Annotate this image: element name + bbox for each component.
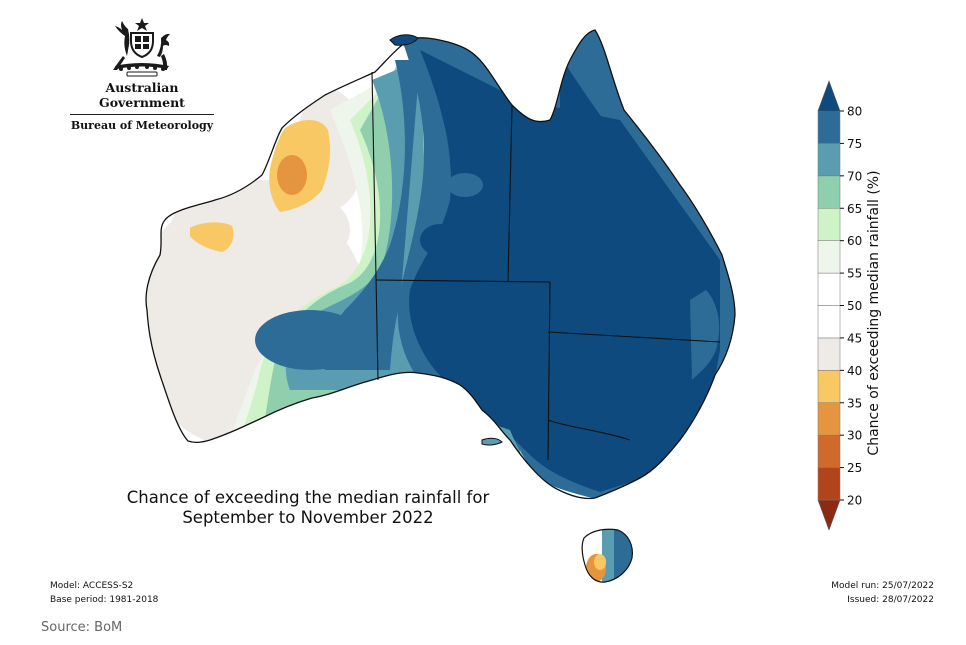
melville-island [389,34,419,46]
coat-of-arms-icon [113,18,170,77]
model-run-date: Model run: 25/07/2022 [831,581,934,591]
australia-coastline [145,29,736,500]
colorbar-bin [817,175,841,209]
government-logo: Australian Government Bureau of Meteorol… [62,16,222,132]
map-title: Chance of exceeding the median rainfall … [100,488,516,528]
colorbar-tick-label: 80 [847,105,862,119]
issued-date: Issued: 28/07/2022 [847,595,934,605]
colorbar-tick-label: 35 [847,396,862,410]
colorbar-bin [817,434,841,468]
colorbar-tick-label: 70 [847,169,862,183]
colorbar: 20 25 30 35 40 45 50 55 60 65 70 75 80 [817,80,862,531]
tasmania-shading [582,529,633,583]
colorbar-tick-label: 25 [847,461,862,475]
government-name: Australian Government [99,80,185,110]
bureau-name: Bureau of Meteorology [70,119,214,132]
forecast-shading [146,30,735,499]
colorbar-bin [817,110,841,144]
colorbar-title: Chance of exceeding median rainfall (%) [862,158,886,468]
colorbar-tick-label: 45 [847,331,862,345]
colorbar-tick-label: 20 [847,494,862,508]
map-title-line-1: Chance of exceeding the median rainfall … [126,488,490,507]
colorbar-title-text: Chance of exceeding median rainfall (%) [866,170,882,456]
colorbar-bin [817,467,841,501]
colorbar-tick-label: 65 [847,202,862,216]
colorbar-tick-label: 50 [847,299,862,313]
colorbar-extend-high [817,80,841,112]
colorbar-bin [817,305,841,339]
colorbar-tick-label: 75 [847,137,862,151]
colorbar-bin [817,370,841,404]
model-info: Model: ACCESS-S2 Base period: 1981-2018 [50,579,158,607]
colorbar-tick-label: 30 [847,429,862,443]
run-info: Model run: 25/07/2022 Issued: 28/07/2022 [831,579,934,607]
kangaroo-island [481,437,503,446]
model-name: Model: ACCESS-S2 [50,581,134,591]
colorbar-bin [817,240,841,274]
colorbar-bin [817,143,841,177]
colorbar-bin [817,272,841,306]
colorbar-tick-label: 40 [847,364,862,378]
colorbar-bin [817,208,841,241]
source-caption: Source: BoM [41,620,123,635]
tasmania-coastline [581,528,633,583]
map-title-line-2: September to November 2022 [182,508,434,527]
colorbar-bin [817,402,841,436]
logo-divider [70,114,214,115]
colorbar-tick-label: 60 [847,234,862,248]
state-borders [371,71,721,461]
colorbar-tick-label: 55 [847,267,862,281]
colorbar-bin [817,337,841,371]
colorbar-extend-low [817,499,841,531]
base-period: Base period: 1981-2018 [50,595,159,605]
